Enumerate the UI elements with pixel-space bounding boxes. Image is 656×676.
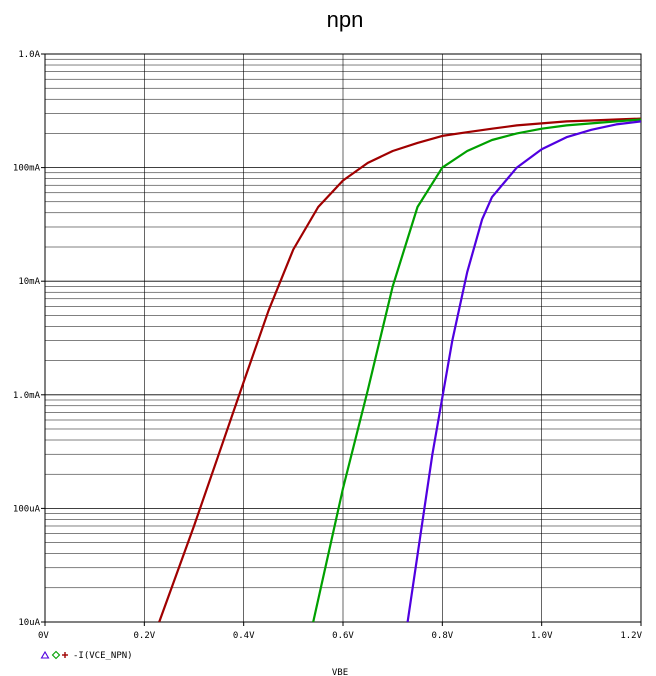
axes: 0V 0.2V 0.4V 0.6V 0.8V 1.0V 1.2V 10uA 100uA 1.0mA… xyxy=(13,50,643,641)
x-tick-label: 0.8V xyxy=(431,631,453,641)
x-tick-label: 1.2V xyxy=(620,631,642,641)
legend-marker-triangle xyxy=(40,650,50,659)
legend-markers xyxy=(40,650,68,660)
y-tick-label: 10mA xyxy=(18,277,40,287)
grid xyxy=(45,54,641,622)
y-tick-label: 10uA xyxy=(18,618,40,628)
y-tick-label: 100mA xyxy=(13,164,41,174)
x-tick-label: 1.0V xyxy=(531,631,553,641)
y-tick-label: 100uA xyxy=(13,504,41,514)
chart-title: npn xyxy=(327,7,364,32)
x-tick-label: 0.2V xyxy=(133,631,155,641)
x-tick-label: 0.4V xyxy=(233,631,255,641)
x-tick-label: 0V xyxy=(38,631,49,641)
series-line-3 xyxy=(406,120,641,622)
legend-text: -I(VCE_NPN) xyxy=(73,651,133,661)
y-tick-label: 1.0mA xyxy=(13,391,41,401)
x-tick-label: 0.6V xyxy=(332,631,354,641)
y-tick-label: 1.0A xyxy=(18,50,40,60)
series-layer xyxy=(158,117,641,622)
x-axis-label: VBE xyxy=(332,668,348,676)
legend-marker-diamond xyxy=(51,650,61,660)
series-line-2 xyxy=(312,118,641,622)
series-line-1 xyxy=(158,117,641,622)
legend: -I(VCE_NPN) xyxy=(40,650,133,661)
